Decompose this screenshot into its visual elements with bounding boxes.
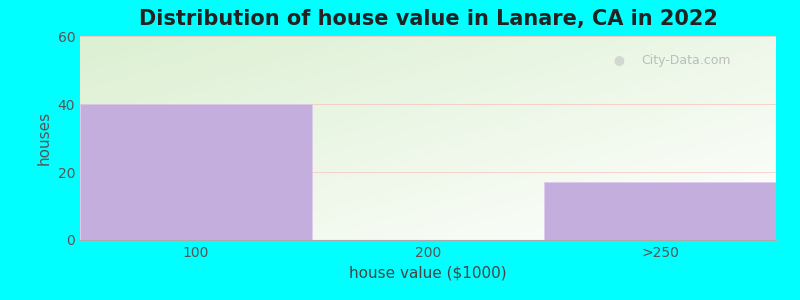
Text: City-Data.com: City-Data.com [641, 54, 730, 67]
Y-axis label: houses: houses [37, 111, 52, 165]
X-axis label: house value ($1000): house value ($1000) [349, 265, 507, 280]
Bar [80, 104, 312, 240]
Bar [544, 182, 776, 240]
Text: ⬤: ⬤ [614, 56, 625, 66]
Title: Distribution of house value in Lanare, CA in 2022: Distribution of house value in Lanare, C… [138, 9, 718, 29]
